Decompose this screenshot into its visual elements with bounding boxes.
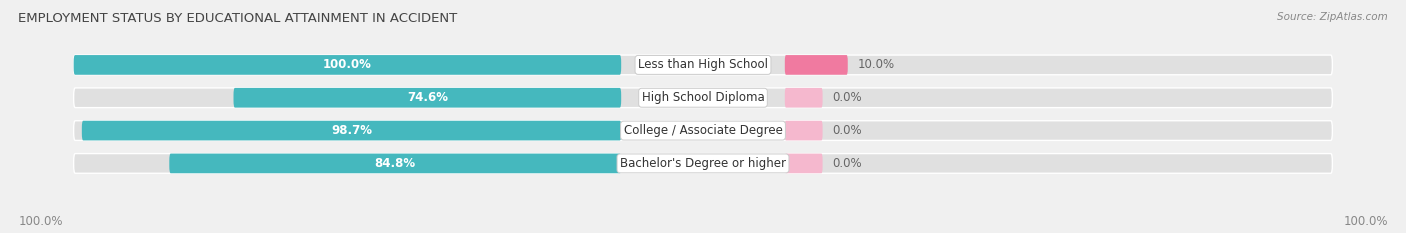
FancyBboxPatch shape bbox=[73, 55, 1333, 75]
FancyBboxPatch shape bbox=[82, 121, 621, 140]
Text: 0.0%: 0.0% bbox=[832, 91, 862, 104]
FancyBboxPatch shape bbox=[233, 88, 621, 108]
Text: Bachelor's Degree or higher: Bachelor's Degree or higher bbox=[620, 157, 786, 170]
Text: 100.0%: 100.0% bbox=[1343, 215, 1388, 228]
Text: 98.7%: 98.7% bbox=[330, 124, 373, 137]
Text: College / Associate Degree: College / Associate Degree bbox=[624, 124, 782, 137]
Text: 0.0%: 0.0% bbox=[832, 157, 862, 170]
FancyBboxPatch shape bbox=[785, 55, 848, 75]
Text: 10.0%: 10.0% bbox=[858, 58, 894, 72]
Text: Less than High School: Less than High School bbox=[638, 58, 768, 72]
Text: EMPLOYMENT STATUS BY EDUCATIONAL ATTAINMENT IN ACCIDENT: EMPLOYMENT STATUS BY EDUCATIONAL ATTAINM… bbox=[18, 12, 457, 25]
FancyBboxPatch shape bbox=[785, 121, 823, 140]
FancyBboxPatch shape bbox=[785, 88, 823, 108]
Text: 74.6%: 74.6% bbox=[406, 91, 449, 104]
Text: 100.0%: 100.0% bbox=[323, 58, 371, 72]
FancyBboxPatch shape bbox=[73, 55, 621, 75]
Text: Source: ZipAtlas.com: Source: ZipAtlas.com bbox=[1277, 12, 1388, 22]
FancyBboxPatch shape bbox=[73, 154, 1333, 173]
FancyBboxPatch shape bbox=[73, 88, 1333, 108]
Text: High School Diploma: High School Diploma bbox=[641, 91, 765, 104]
Text: 84.8%: 84.8% bbox=[374, 157, 416, 170]
FancyBboxPatch shape bbox=[169, 154, 621, 173]
Text: 100.0%: 100.0% bbox=[18, 215, 63, 228]
FancyBboxPatch shape bbox=[785, 154, 823, 173]
FancyBboxPatch shape bbox=[73, 121, 1333, 140]
Text: 0.0%: 0.0% bbox=[832, 124, 862, 137]
